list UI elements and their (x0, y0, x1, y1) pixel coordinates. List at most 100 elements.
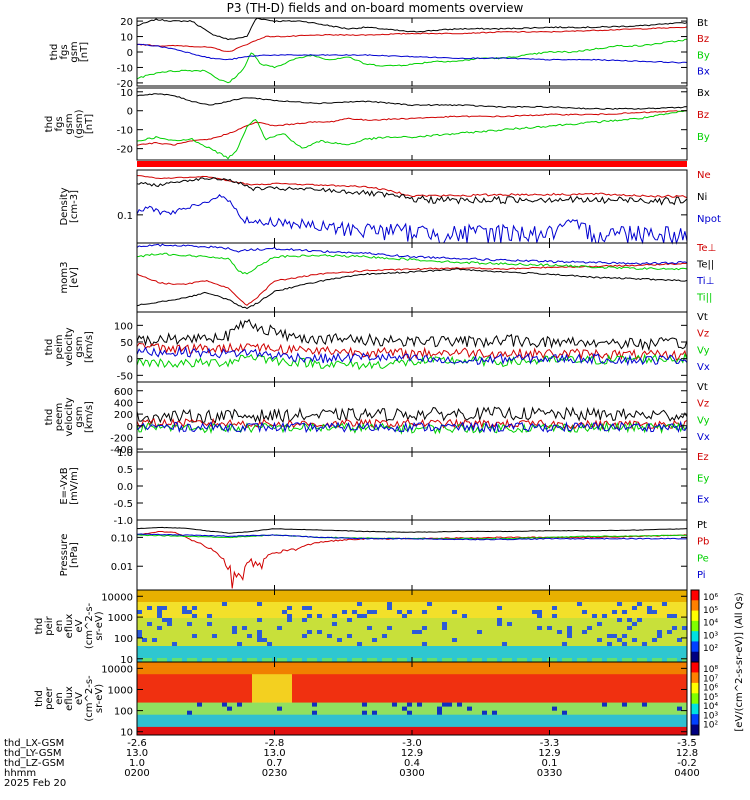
spectrogram-cell (507, 678, 513, 683)
spectrogram-cell (542, 686, 548, 691)
spectrogram-cell (532, 634, 538, 639)
spectrogram-cell (302, 718, 308, 724)
spectrogram-cell (357, 646, 363, 651)
spectrogram-cell (462, 730, 468, 736)
spectrogram-cell (402, 630, 408, 635)
spectrogram-cell (157, 718, 163, 724)
spectrogram-cell (622, 662, 628, 667)
spectrogram-cell (347, 694, 353, 699)
spectrogram-cell (282, 674, 288, 679)
spectrogram-cell (242, 702, 248, 707)
spectrogram-cell (282, 710, 288, 716)
spectrogram-cell (212, 626, 218, 631)
spectrogram-cell (342, 686, 348, 691)
spectrogram-cell (672, 670, 678, 675)
spectrogram-cell (502, 646, 508, 651)
spectrogram-cell (597, 726, 603, 732)
spectrogram-cell (392, 634, 398, 639)
spectrogram-cell (467, 726, 473, 732)
spectrogram-cell (412, 690, 418, 695)
spectrogram-cell (392, 590, 398, 595)
spectrogram-cell (682, 670, 688, 675)
spectrogram-cell (212, 714, 218, 720)
spectrogram-cell (297, 630, 303, 635)
spectrogram-cell (462, 658, 468, 663)
spectrogram-cell (452, 666, 458, 671)
spectrogram-cell (282, 678, 288, 683)
spectrogram-cell (597, 678, 603, 683)
spectrogram-cell (672, 626, 678, 631)
spectrogram-cell (617, 670, 623, 675)
spectrogram-cell (637, 682, 643, 687)
spectrogram-cell (162, 638, 168, 643)
spectrogram-cell (147, 726, 153, 732)
spectrogram-cell (192, 698, 198, 703)
spectrogram-cell (342, 630, 348, 635)
spectrogram-cell (502, 622, 508, 627)
spectrogram-cell (217, 698, 223, 703)
spectrogram-cell (422, 598, 428, 603)
spectrogram-cell (382, 714, 388, 720)
spectrogram-cell (342, 610, 348, 615)
spectrogram-cell (167, 654, 173, 659)
spectrogram-cell (607, 670, 613, 675)
spectrogram-cell (287, 638, 293, 643)
spectrogram-cell (552, 702, 558, 707)
spectrogram-cell (202, 666, 208, 671)
spectrogram-cell (147, 602, 153, 607)
spectrogram-cell (252, 722, 258, 728)
spectrogram-cell (257, 662, 263, 667)
spectrogram-cell (627, 594, 633, 599)
spectrogram-cell (632, 654, 638, 659)
spectrogram-cell (662, 714, 668, 720)
spectrogram-cell (512, 706, 518, 711)
spectrogram-cell (672, 614, 678, 619)
spectrogram-cell (622, 634, 628, 639)
spectrogram-cell (377, 710, 383, 716)
spectrogram-cell (292, 610, 298, 615)
spectrogram-cell (262, 662, 268, 667)
spectrogram-cell (632, 610, 638, 615)
spectrogram-cell (257, 706, 263, 711)
spectrogram-cell (192, 618, 198, 623)
spectrogram-cell (537, 686, 543, 691)
spectrogram-cell (357, 654, 363, 659)
spectrogram-cell (637, 598, 643, 603)
spectrogram-cell (252, 686, 258, 691)
spectrogram-cell (487, 678, 493, 683)
spectrogram-cell (582, 710, 588, 716)
spectrogram-cell (162, 598, 168, 603)
spectrogram-cell (382, 638, 388, 643)
spectrogram-cell (582, 722, 588, 728)
spectrogram-cell (317, 610, 323, 615)
spectrogram-cell (227, 626, 233, 631)
spectrogram-cell (477, 698, 483, 703)
spectrogram-cell (292, 622, 298, 627)
spectrogram-cell (257, 710, 263, 716)
spectrogram-cell (572, 706, 578, 711)
spectrogram-cell (662, 638, 668, 643)
spectrogram-cell (587, 646, 593, 651)
spectrogram-cell (432, 666, 438, 671)
spectrogram-cell (187, 638, 193, 643)
spectrogram-cell (622, 682, 628, 687)
spectrogram-cell (492, 710, 498, 716)
spectrogram-cell (512, 602, 518, 607)
spectrogram-cell (317, 674, 323, 679)
spectrogram-cell (292, 674, 298, 679)
spectrogram-cell (142, 594, 148, 599)
spectrogram-cell (527, 666, 533, 671)
spectrogram-cell (227, 694, 233, 699)
spectrogram-cell (667, 610, 673, 615)
spectrogram-cell (652, 590, 658, 595)
y-tick-label: 10000 (101, 592, 133, 603)
spectrogram-cell (617, 702, 623, 707)
spectrogram-cell (307, 706, 313, 711)
spectrogram-cell (627, 662, 633, 667)
spectrogram-cell (432, 730, 438, 736)
spectrogram-cell (497, 626, 503, 631)
spectrogram-cell (257, 670, 263, 675)
spectrogram-cell (582, 630, 588, 635)
spectrogram-cell (517, 730, 523, 736)
spectrogram-cell (537, 722, 543, 728)
